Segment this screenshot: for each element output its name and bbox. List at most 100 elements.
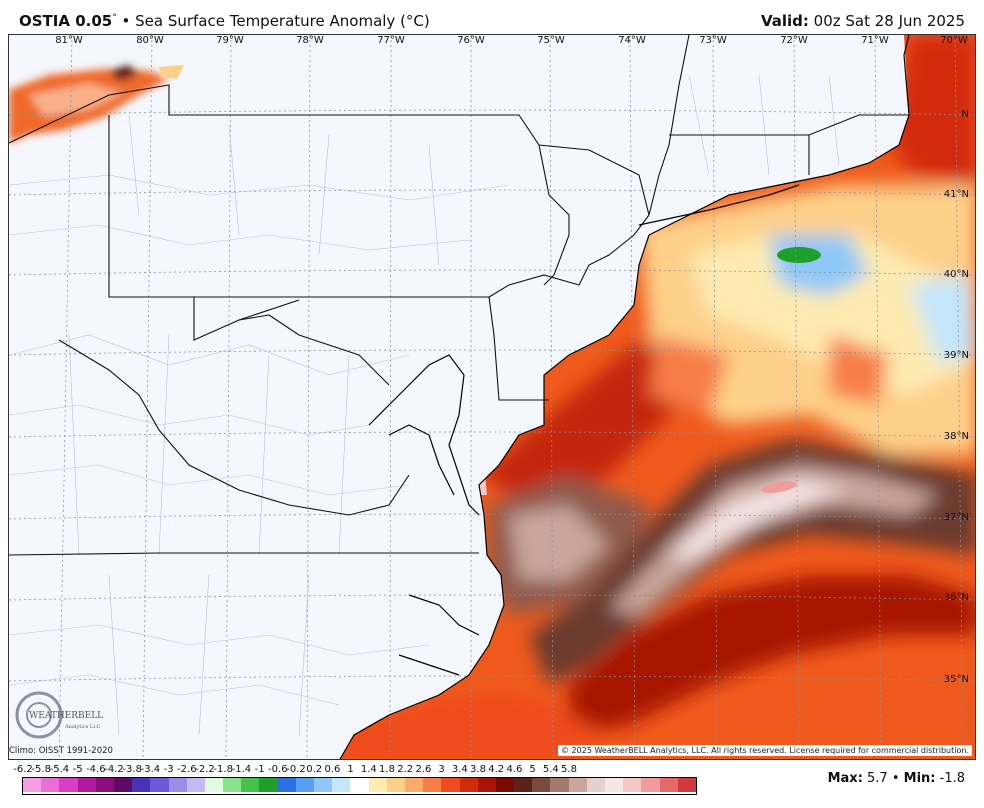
graticule (9, 35, 975, 759)
max-min-readout: Max: 5.7 • Min: -1.8 (828, 771, 965, 786)
colorbar-tick-label: -5 (72, 764, 83, 775)
colorbar-swatch (77, 778, 96, 792)
colorbar-tick-label: -0.6 (268, 764, 288, 775)
colorbar-swatch (259, 778, 278, 792)
colorbar-swatch (386, 778, 405, 792)
colorbar-swatch (514, 778, 533, 792)
colorbar (22, 777, 697, 795)
colorbar-tick-label: 3 (438, 764, 445, 775)
colorbar-swatch (295, 778, 314, 792)
colorbar-tick-label: -3.4 (140, 764, 161, 775)
colorbar-swatch (568, 778, 587, 792)
lat-label: 38°N (943, 431, 969, 442)
colorbar-swatch (132, 778, 151, 792)
colorbar-swatch (168, 778, 187, 792)
colorbar-tick-label: 1.8 (379, 764, 395, 775)
max-label: Max: (827, 771, 863, 786)
colorbar-swatch (532, 778, 551, 792)
colorbar-tick-label: -4.6 (86, 764, 106, 775)
colorbar-swatch (95, 778, 114, 792)
colorbar-tick-label: -5.4 (49, 764, 70, 775)
lon-label: 79°W (216, 35, 244, 46)
lat-label: 36°N (943, 592, 969, 603)
colorbar-tick-label: 5 (529, 764, 536, 775)
model-name: OSTIA 0.05 (19, 12, 113, 30)
min-value: -1.8 (935, 771, 965, 786)
lon-label: 70°W (940, 35, 968, 46)
lon-label: 75°W (537, 35, 565, 46)
lon-label: 80°W (136, 35, 164, 46)
lon-label: 74°W (618, 35, 646, 46)
colorbar-tick-label: 5.8 (561, 764, 577, 775)
colorbar-swatch (623, 778, 642, 792)
state-borders (9, 35, 909, 556)
colorbar-swatch (23, 778, 42, 792)
climo-note: Climo: OISST 1991-2020 (9, 746, 113, 756)
colorbar-swatch (314, 778, 333, 792)
colorbar-tick-label: 0.2 (306, 764, 323, 775)
colorbar-swatch (441, 778, 460, 792)
lat-label: 40°N (943, 269, 969, 280)
colorbar-tick-label: 4.6 (506, 764, 523, 775)
colorbar-swatch (113, 778, 133, 792)
colorbar-swatch (223, 778, 242, 792)
weatherbell-logo-mark (15, 691, 63, 739)
colorbar-tick-label: -1.4 (231, 764, 252, 775)
colorbar-tick-label: 2.2 (397, 764, 414, 775)
colorbar-swatch (423, 778, 442, 792)
lon-label: 76°W (457, 35, 485, 46)
colorbar-swatch (350, 778, 369, 792)
lat-label: 41°N (943, 189, 969, 200)
colorbar-tick-label: -5.8 (31, 764, 51, 775)
colorbar-tick-label: 3.8 (470, 764, 486, 775)
colorbar-swatch (550, 778, 569, 792)
colorbar-swatch (477, 778, 496, 792)
logo-sub: Analytics LLC (65, 724, 101, 730)
colorbar-swatch (41, 778, 60, 792)
colorbar-tick-label: -1 (254, 764, 265, 775)
colorbar-swatch (641, 778, 660, 792)
lon-label: 77°W (377, 35, 405, 46)
min-label: Min: (903, 771, 936, 786)
lake-anomaly-ontario (159, 65, 184, 79)
valid-label: Valid: (760, 12, 809, 30)
colorbar-swatch (605, 778, 624, 792)
colorbar-tick-label: -3.8 (122, 764, 142, 775)
sst-anomaly-map[interactable]: 81°W 80°W 79°W 78°W 77°W 76°W 75°W 74°W … (8, 34, 976, 760)
colorbar-swatch (404, 778, 424, 792)
colorbar-tick-label: 3.4 (451, 764, 468, 775)
colorbar-tick-label: -4.2 (104, 764, 124, 775)
lat-label-partial: N (961, 109, 969, 120)
map-canvas (9, 35, 975, 759)
colorbar-swatch (659, 778, 678, 792)
valid-value: 00z Sat 28 Jun 2025 (808, 12, 965, 30)
degree-mark: ° (112, 13, 117, 23)
lat-label: 37°N (943, 512, 969, 523)
lon-label: 72°W (780, 35, 808, 46)
colorbar-swatch (277, 778, 296, 792)
colorbar-tick-label: 5.4 (542, 764, 559, 775)
colorbar-swatch (332, 778, 351, 792)
colorbar-tick-label: 1 (347, 764, 354, 775)
separator: • (887, 771, 904, 786)
colorbar-tick-label: 1.4 (360, 764, 377, 775)
colorbar-tick-label: 4.2 (488, 764, 505, 775)
map-title: OSTIA 0.05° • Sea Surface Temperature An… (19, 12, 430, 30)
colorbar-tick-label: -0.2 (286, 764, 306, 775)
header-bar: OSTIA 0.05° • Sea Surface Temperature An… (0, 0, 984, 34)
colorbar-tick-label: -3 (163, 764, 174, 775)
colorbar-swatch (586, 778, 605, 792)
colorbar-swatch (59, 778, 78, 792)
lon-label: 71°W (861, 35, 889, 46)
colorbar-tick-label: -2.2 (195, 764, 215, 775)
colorbar-tick-label: -2.6 (177, 764, 197, 775)
product-name: • Sea Surface Temperature Anomaly (°C) (116, 12, 430, 30)
lon-label: 78°W (296, 35, 324, 46)
colorbar-swatch (241, 778, 260, 792)
colorbar-swatch (677, 778, 696, 792)
cold-eddy-core (777, 247, 821, 263)
colorbar-tick-label: 2.6 (415, 764, 432, 775)
colorbar-swatch (150, 778, 169, 792)
copyright-note: © 2025 WeatherBELL Analytics, LLC. All r… (558, 745, 972, 756)
lat-label: 39°N (943, 350, 969, 361)
